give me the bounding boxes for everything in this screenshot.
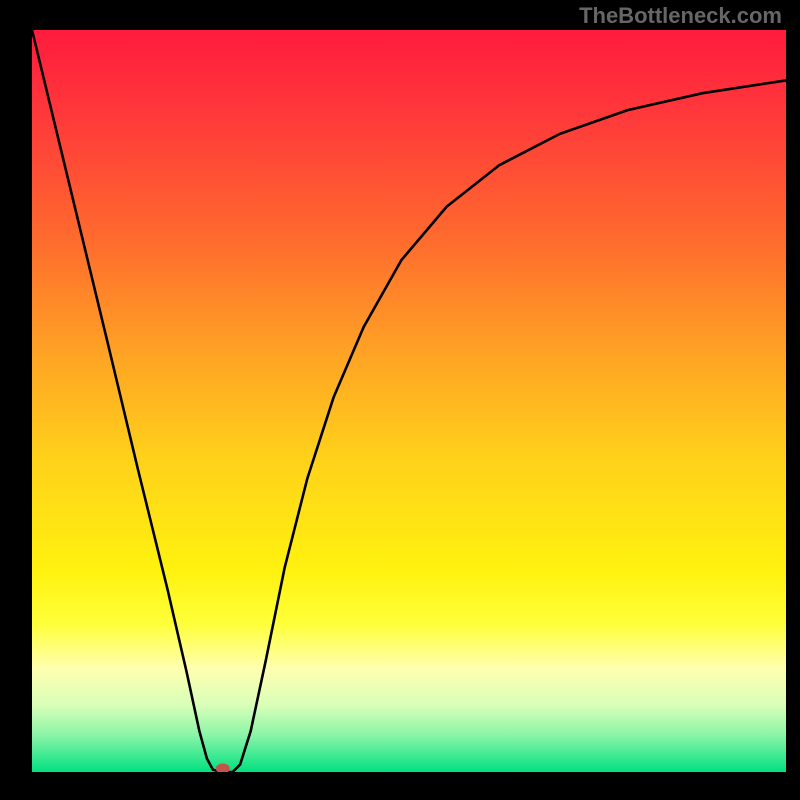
- bottleneck-curve: [32, 30, 786, 772]
- curve-layer: [32, 30, 786, 772]
- optimum-marker: [216, 764, 230, 772]
- attribution-text: TheBottleneck.com: [579, 3, 782, 29]
- chart-frame: TheBottleneck.com: [0, 0, 800, 800]
- plot-area: [32, 30, 786, 772]
